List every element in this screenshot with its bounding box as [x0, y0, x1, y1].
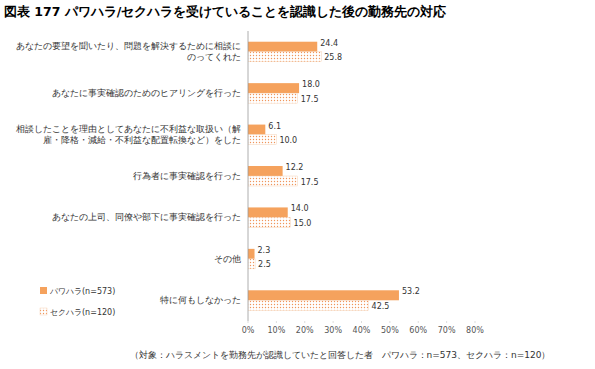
x-tick-label: 0% — [242, 326, 255, 335]
data-label: 25.8 — [324, 53, 342, 62]
bar — [248, 42, 317, 52]
bar — [248, 207, 288, 217]
bar — [248, 290, 399, 300]
x-tick-label: 40% — [353, 326, 371, 335]
category-label: 特に何もしなかった — [160, 295, 241, 305]
bar — [248, 52, 321, 62]
category-label: その他 — [214, 254, 241, 264]
legend-label: セクハラ(n=120) — [50, 308, 115, 317]
data-label: 6.1 — [268, 122, 281, 131]
bar — [248, 166, 283, 176]
category-label: 行為者に事実確認を行った — [133, 171, 241, 181]
data-label: 2.5 — [258, 260, 271, 269]
bar — [248, 83, 299, 93]
data-label: 18.0 — [302, 80, 320, 89]
bars — [248, 42, 399, 311]
data-label: 10.0 — [279, 136, 297, 145]
category-label: あなたの要望を聞いたり、問題を解決するために相談にのってくれた — [16, 41, 241, 62]
x-tick-label: 20% — [296, 326, 314, 335]
category-label: あなたに事実確認のためのヒアリングを行った — [52, 88, 241, 98]
x-tick — [418, 321, 419, 323]
category-label: 相談したことを理由としてあなたに不利益な取扱い（解雇・降格・減給・不利益な配置転… — [16, 124, 241, 145]
x-tick-label: 80% — [466, 326, 484, 335]
legend-swatch — [40, 287, 47, 294]
data-label: 15.0 — [294, 219, 312, 228]
x-tick-label: 50% — [381, 326, 399, 335]
chart: 図表 177 パワハラ/セクハラを受けていることを認識した後の勤務先の対応 0% 1… — [0, 0, 595, 369]
legend-swatch — [40, 308, 47, 315]
x-tick — [333, 321, 334, 323]
annotation: （対象：ハラスメントを勤務先が認識していたと回答した者 パワハラ：n=573、セ… — [130, 350, 551, 360]
bar — [248, 135, 276, 145]
x-tick — [361, 321, 362, 323]
x-tick — [446, 321, 447, 323]
data-label: 2.3 — [258, 246, 271, 255]
bar — [248, 217, 291, 227]
bar — [248, 300, 369, 310]
bar — [248, 249, 255, 259]
data-label: 42.5 — [372, 302, 390, 311]
data-label: 53.2 — [402, 287, 420, 296]
bar — [248, 176, 298, 186]
legend-label: パワハラ(n=573) — [49, 287, 115, 296]
x-tick — [248, 321, 249, 323]
x-tick-label: 10% — [267, 326, 285, 335]
x-tick — [475, 321, 476, 323]
x-tick — [276, 321, 277, 323]
category-label: あなたの上司、同僚や部下に事実確認を行った — [52, 212, 241, 222]
title: 図表 177 パワハラ/セクハラを受けていることを認識した後の勤務先の対応 — [4, 4, 446, 19]
data-label: 24.4 — [320, 39, 338, 48]
x-tick — [304, 321, 305, 323]
x-tick-label: 60% — [409, 326, 427, 335]
data-label: 17.5 — [301, 95, 319, 104]
data-label: 14.0 — [291, 204, 309, 213]
y-axis-line — [248, 31, 249, 321]
bar — [248, 93, 298, 103]
bar — [248, 125, 265, 135]
x-tick-label: 30% — [324, 326, 342, 335]
data-label: 12.2 — [286, 163, 304, 172]
data-label: 17.5 — [301, 178, 319, 187]
bar — [248, 259, 255, 269]
x-tick — [389, 321, 390, 323]
x-tick-label: 70% — [438, 326, 456, 335]
